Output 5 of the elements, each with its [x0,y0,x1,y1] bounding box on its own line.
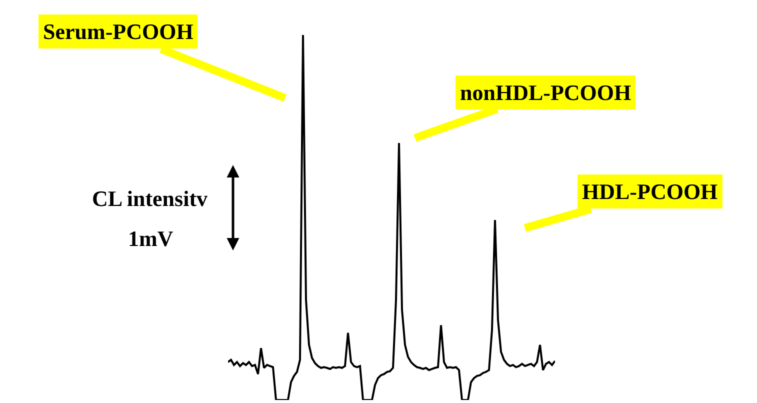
text: HDL-PCOOH [582,179,718,204]
text: 1mV [128,226,174,251]
annotation: nonHDL-PCOOH [460,80,632,105]
text: CL intensitv [92,186,208,211]
text: Serum-PCOOH [43,19,194,44]
